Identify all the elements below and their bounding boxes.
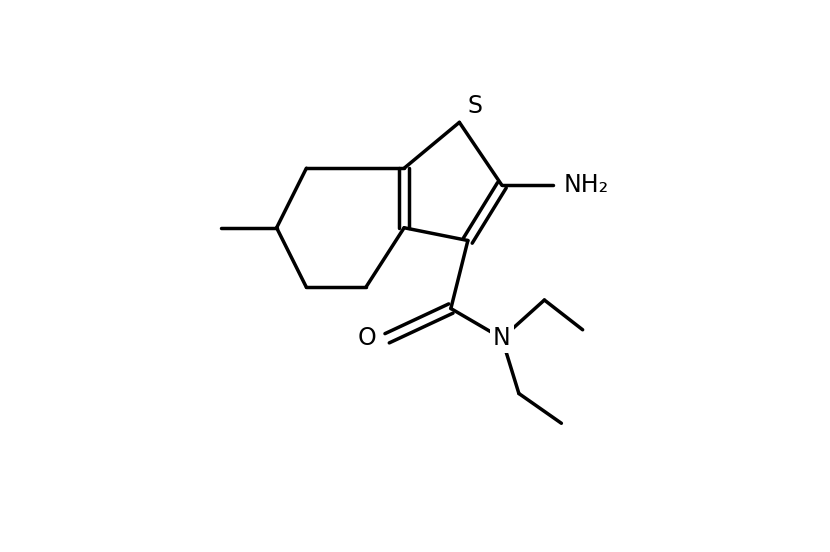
Text: O: O [358,326,377,351]
Text: N: N [493,326,510,351]
Text: NH₂: NH₂ [564,173,608,197]
Text: S: S [467,94,482,118]
